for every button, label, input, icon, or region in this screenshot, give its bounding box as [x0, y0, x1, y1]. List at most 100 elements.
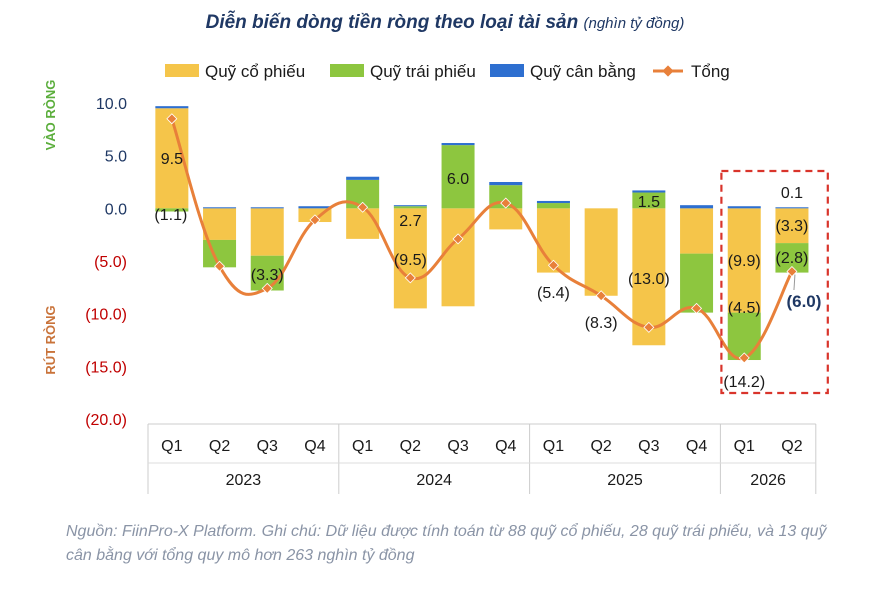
x-tick-label: Q3: [257, 438, 278, 455]
y-tick-label: 10.0: [96, 96, 127, 113]
legend-marker: [662, 65, 674, 77]
x-group-label: 2023: [226, 472, 262, 489]
x-tick-label: Q2: [781, 438, 802, 455]
bar-quỹ-cân-bằng: [203, 207, 237, 209]
data-label: (8.3): [585, 315, 618, 332]
x-axis: Q1 Q2 Q3 Q4 Q1 Q2 Q3 Q4 Q1 Q2 Q3 Q4 Q1 Q2 2023 2024 2025…: [147, 423, 817, 494]
total-point: [404, 272, 416, 284]
data-label: (9.5): [394, 252, 427, 269]
bar-quỹ-cổ-phiếu: [775, 208, 809, 244]
data-label: (4.5): [728, 300, 761, 317]
bar-quỹ-cân-bằng: [536, 200, 570, 204]
x-tick-label: Q1: [734, 438, 755, 455]
total-point: [452, 233, 464, 245]
bar-quỹ-cổ-phiếu: [393, 208, 427, 309]
bar-quỹ-cân-bằng: [155, 106, 189, 109]
bar-quỹ-trái-phiếu: [727, 312, 761, 361]
bar-quỹ-cổ-phiếu: [441, 208, 475, 307]
x-tick-label: Q1: [543, 438, 564, 455]
data-label: 0.1: [781, 185, 803, 202]
data-label: 2.7: [399, 213, 421, 230]
x-group-label: 2024: [416, 472, 452, 489]
total-point: [738, 352, 750, 364]
total-point: [500, 197, 512, 209]
total-point: [214, 260, 226, 272]
y-tick-label: (20.0): [85, 412, 127, 429]
bar-quỹ-cân-bằng: [441, 143, 475, 146]
y-tick-label: 5.0: [105, 149, 127, 166]
bar-quỹ-cân-bằng: [298, 206, 332, 209]
total-point: [547, 259, 559, 271]
legend-label: Quỹ cổ phiếu: [205, 62, 305, 81]
outflow-label: RÚT RÒNG: [43, 305, 58, 374]
x-tick-label: Q4: [495, 438, 516, 455]
x-group-label: 2025: [607, 472, 643, 489]
data-labels: 9.5 (9.5) (13.0) (9.9) (3.3) (3.3) 2.7 6.0 1.5 (4…: [154, 151, 821, 391]
bar-quỹ-cân-bằng: [489, 182, 523, 186]
legend-label: Tổng: [691, 62, 730, 81]
bar-quỹ-cân-bằng: [727, 206, 761, 209]
data-label: 1.5: [638, 194, 660, 211]
bar-quỹ-cân-bằng: [250, 207, 284, 209]
total-point: [309, 214, 321, 226]
x-tick-label: Q4: [304, 438, 325, 455]
bar-quỹ-trái-phiếu: [680, 253, 714, 313]
bar-quỹ-cân-bằng: [680, 205, 714, 209]
legend: Quỹ cổ phiếu Quỹ trái phiếu Quỹ cân bằng Tổ…: [165, 62, 730, 81]
total-point: [643, 321, 655, 333]
bar-quỹ-cổ-phiếu: [489, 208, 523, 230]
legend-swatch: [330, 64, 364, 77]
bar-quỹ-trái-phiếu: [393, 206, 427, 209]
source-note: Nguồn: FiinPro-X Platform. Ghi chú: Dữ l…: [66, 523, 827, 564]
x-tick-label: Q1: [352, 438, 373, 455]
y-tick-label: (15.0): [85, 359, 127, 376]
data-label: (9.9): [728, 253, 761, 270]
x-tick-label: Q3: [638, 438, 659, 455]
bar-quỹ-cổ-phiếu: [203, 208, 237, 240]
bar-quỹ-trái-phiếu: [632, 192, 666, 209]
data-label: 6.0: [447, 171, 469, 188]
data-label: (5.4): [537, 285, 570, 302]
data-label: (14.2): [723, 374, 765, 391]
x-tick-label: Q1: [161, 438, 182, 455]
legend-label: Quỹ cân bằng: [530, 62, 636, 81]
chart-title-main: Diễn biến dòng tiền ròng theo loại tài s…: [206, 11, 579, 33]
bar-quỹ-trái-phiếu: [441, 145, 475, 209]
total-point: [166, 113, 178, 125]
data-label: 9.5: [161, 151, 183, 168]
y-axis: 10.0 5.0 0.0 (5.0) (10.0) (15.0) (20.0): [85, 96, 127, 429]
data-label: (2.8): [775, 250, 808, 267]
total-point: [595, 290, 607, 302]
bar-quỹ-cân-bằng: [632, 190, 666, 193]
bar-quỹ-trái-phiếu: [155, 208, 189, 212]
data-label: (1.1): [154, 207, 187, 224]
bar-quỹ-cân-bằng: [393, 205, 427, 207]
label-leader-line: [793, 274, 796, 291]
y-tick-label: (10.0): [85, 307, 127, 324]
data-label: (6.0): [786, 292, 821, 311]
highlight-box: [720, 169, 829, 395]
x-tick-label: Q2: [400, 438, 421, 455]
x-tick-label: Q2: [209, 438, 230, 455]
bar-quỹ-cổ-phiếu: [680, 208, 714, 254]
x-tick-label: Q3: [447, 438, 468, 455]
total-line: [166, 113, 798, 364]
data-label: (13.0): [628, 271, 670, 288]
bar-quỹ-cổ-phiếu: [250, 208, 284, 256]
y-tick-label: (5.0): [94, 254, 127, 271]
chart-title: Diễn biến dòng tiền ròng theo loại tài s…: [206, 11, 685, 33]
bar-quỹ-cổ-phiếu: [584, 208, 618, 296]
bar-quỹ-cổ-phiếu: [727, 208, 761, 313]
data-label: (3.3): [251, 267, 284, 284]
total-point: [691, 302, 703, 314]
total-point: [357, 201, 369, 213]
chart-title-unit: (nghìn tỷ đồng): [584, 15, 685, 32]
total-point: [786, 266, 798, 278]
x-tick-label: Q4: [686, 438, 707, 455]
bar-quỹ-cân-bằng: [346, 176, 380, 180]
legend-swatch: [165, 64, 199, 77]
total-point: [261, 282, 273, 294]
highlight-rect: [720, 169, 829, 395]
legend-label: Quỹ trái phiếu: [370, 62, 476, 81]
